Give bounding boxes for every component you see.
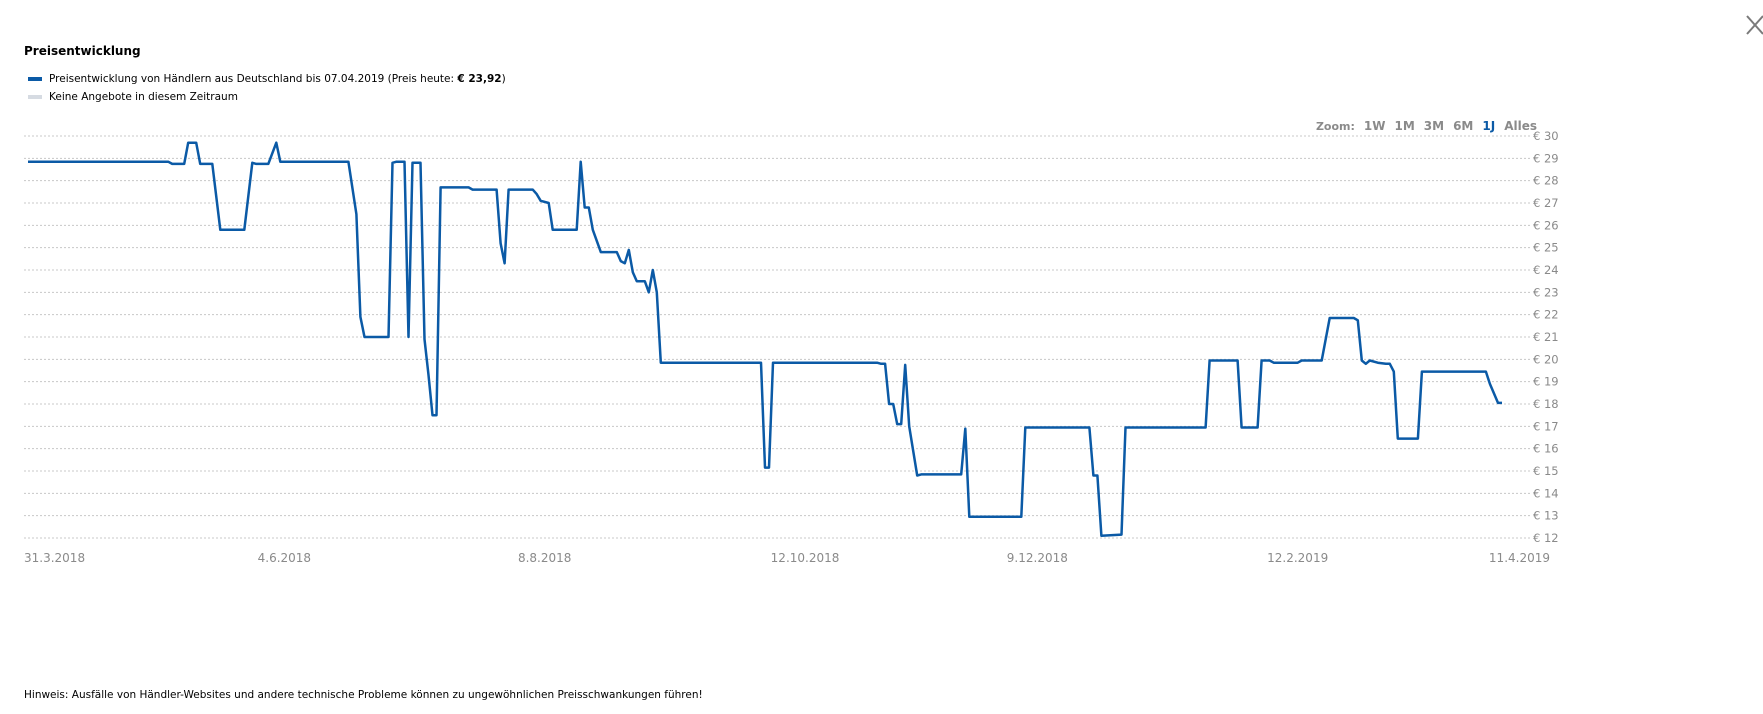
close-icon[interactable]: [1740, 6, 1763, 36]
zoom-1m-button[interactable]: 1M: [1394, 119, 1415, 133]
x-tick-label: 31.3.2018: [24, 551, 85, 565]
y-tick-label: € 28: [1533, 174, 1559, 188]
zoom-alles-button[interactable]: Alles: [1504, 119, 1537, 133]
no-offers-swatch: [28, 95, 42, 99]
zoom-label: Zoom:: [1315, 120, 1355, 133]
x-tick-label: 9.12.2018: [1007, 551, 1068, 565]
legend: Preisentwicklung von Händlern aus Deutsc…: [28, 70, 506, 106]
legend-item-series[interactable]: Preisentwicklung von Händlern aus Deutsc…: [28, 70, 506, 88]
y-tick-label: € 30: [1533, 129, 1559, 143]
y-tick-label: € 17: [1533, 419, 1559, 433]
y-tick-label: € 21: [1533, 330, 1559, 344]
y-tick-label: € 26: [1533, 218, 1559, 232]
x-tick-label: 12.10.2018: [771, 551, 840, 565]
y-tick-label: € 20: [1533, 352, 1559, 366]
footer-note: Hinweis: Ausfälle von Händler-Websites u…: [24, 689, 703, 701]
y-tick-label: € 15: [1533, 464, 1559, 478]
y-tick-label: € 27: [1533, 196, 1559, 210]
grid-lines: [24, 135, 1532, 539]
y-tick-label: € 18: [1533, 397, 1559, 411]
zoom-controls: Zoom: 1W 1M 3M 6M 1J Alles: [1316, 119, 1537, 133]
current-price: € 23,92: [457, 73, 502, 85]
page-title: Preisentwicklung: [24, 44, 141, 58]
x-tick-label: 11.4.2019: [1489, 551, 1550, 565]
x-axis-labels: 31.3.2018 4.6.2018 8.8.2018 12.10.2018 9.12.…: [24, 551, 1550, 565]
x-tick-label: 8.8.2018: [518, 551, 571, 565]
legend-no-offers-label: Keine Angebote in diesem Zeitraum: [49, 91, 238, 103]
legend-series-label: Preisentwicklung von Händlern aus Deutsc…: [49, 73, 506, 85]
series-swatch: [28, 77, 42, 81]
y-tick-label: € 19: [1533, 375, 1559, 389]
y-tick-label: € 24: [1533, 263, 1559, 277]
y-tick-label: € 16: [1533, 442, 1559, 456]
y-tick-label: € 23: [1533, 285, 1559, 299]
zoom-3m-button[interactable]: 3M: [1423, 119, 1445, 133]
price-line: [28, 141, 1502, 538]
zoom-1w-button[interactable]: 1W: [1363, 119, 1386, 133]
x-tick-label: 12.2.2019: [1267, 551, 1328, 565]
y-tick-label: € 14: [1533, 486, 1559, 500]
y-tick-label: € 13: [1533, 509, 1559, 523]
y-tick-label: € 12: [1533, 531, 1559, 545]
x-tick-label: 4.6.2018: [258, 551, 311, 565]
legend-item-no-offers: Keine Angebote in diesem Zeitraum: [28, 88, 506, 106]
y-tick-label: € 22: [1533, 308, 1559, 322]
y-tick-label: € 25: [1533, 241, 1559, 255]
y-tick-label: € 29: [1533, 151, 1559, 165]
y-axis-labels: € 12 € 13 € 14 € 15 € 16 € 17 € 18 € 19 € 20 € 21…: [1533, 129, 1559, 545]
zoom-6m-button[interactable]: 6M: [1453, 119, 1474, 133]
zoom-1j-button[interactable]: 1J: [1482, 119, 1496, 133]
